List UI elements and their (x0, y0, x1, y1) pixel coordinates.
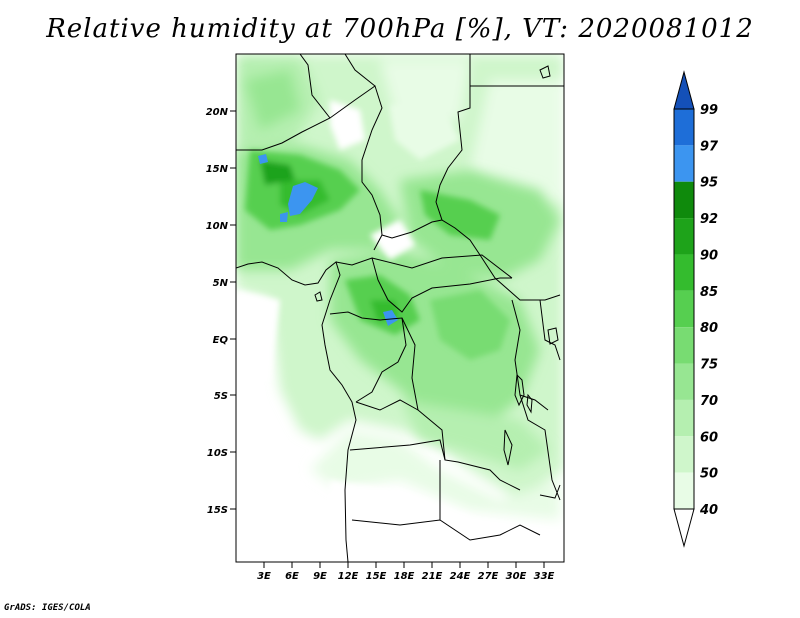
colorbar-box (674, 181, 694, 219)
lon-label: 33E (534, 571, 555, 582)
latitude-axis: 20N 15N 10N 5N EQ 5S 10S 15S (206, 107, 236, 516)
country-borders (236, 54, 564, 562)
lakes (314, 65, 559, 466)
colorbar-label: 60 (700, 430, 718, 445)
colorbar-top-arrow (673, 70, 695, 110)
colorbar-box (674, 327, 694, 364)
lon-label: 30E (506, 571, 527, 582)
lon-label: 3E (257, 571, 271, 582)
lon-label: 24E (450, 571, 471, 582)
colorbar-bottom-arrow (673, 508, 695, 548)
humidity-field (236, 54, 564, 562)
lon-label: 6E (285, 571, 299, 582)
longitude-axis: 3E 6E 9E 12E 15E 18E 21E 24E 27E 30E 33E (257, 562, 555, 582)
colorbar-box (674, 145, 694, 182)
lat-label: 20N (206, 107, 229, 118)
lon-label: 9E (313, 571, 327, 582)
lat-label: EQ (213, 335, 229, 346)
colorbar-box (674, 109, 694, 146)
colorbar-box (674, 363, 694, 400)
lon-label: 18E (394, 571, 415, 582)
lat-label: 5N (213, 278, 229, 289)
grads-credit: GrADS: IGES/COLA (4, 603, 91, 613)
lat-label: 10N (206, 221, 229, 232)
colorbar: 40 50 60 70 75 80 85 90 92 95 97 99 (673, 70, 719, 548)
colorbar-label: 90 (700, 248, 718, 263)
lon-label: 27E (478, 571, 499, 582)
colorbar-label: 99 (700, 103, 718, 118)
colorbar-label: 50 (700, 467, 718, 482)
map-title: Relative humidity at 700hPa [%], VT: 202… (46, 14, 754, 44)
colorbar-label: 92 (700, 212, 718, 227)
lon-label: 12E (338, 571, 359, 582)
colorbar-box (674, 290, 694, 328)
lon-label: 21E (422, 571, 443, 582)
colorbar-label: 97 (700, 139, 719, 154)
lat-label: 10S (207, 448, 228, 459)
colorbar-box (674, 399, 694, 437)
colorbar-box (674, 472, 694, 509)
lat-label: 15S (207, 505, 228, 516)
map-frame (235, 53, 565, 563)
lat-label: 15N (206, 164, 229, 175)
colorbar-label: 85 (700, 285, 718, 300)
colorbar-label: 75 (700, 358, 718, 373)
colorbar-box (674, 218, 694, 255)
lon-label: 15E (366, 571, 387, 582)
colorbar-label: 40 (699, 503, 718, 518)
colorbar-box (674, 254, 694, 291)
colorbar-label: 80 (700, 321, 718, 336)
lat-label: 5S (214, 391, 228, 402)
colorbar-label: 95 (700, 176, 718, 191)
colorbar-box (674, 436, 694, 473)
colorbar-label: 70 (700, 394, 718, 409)
